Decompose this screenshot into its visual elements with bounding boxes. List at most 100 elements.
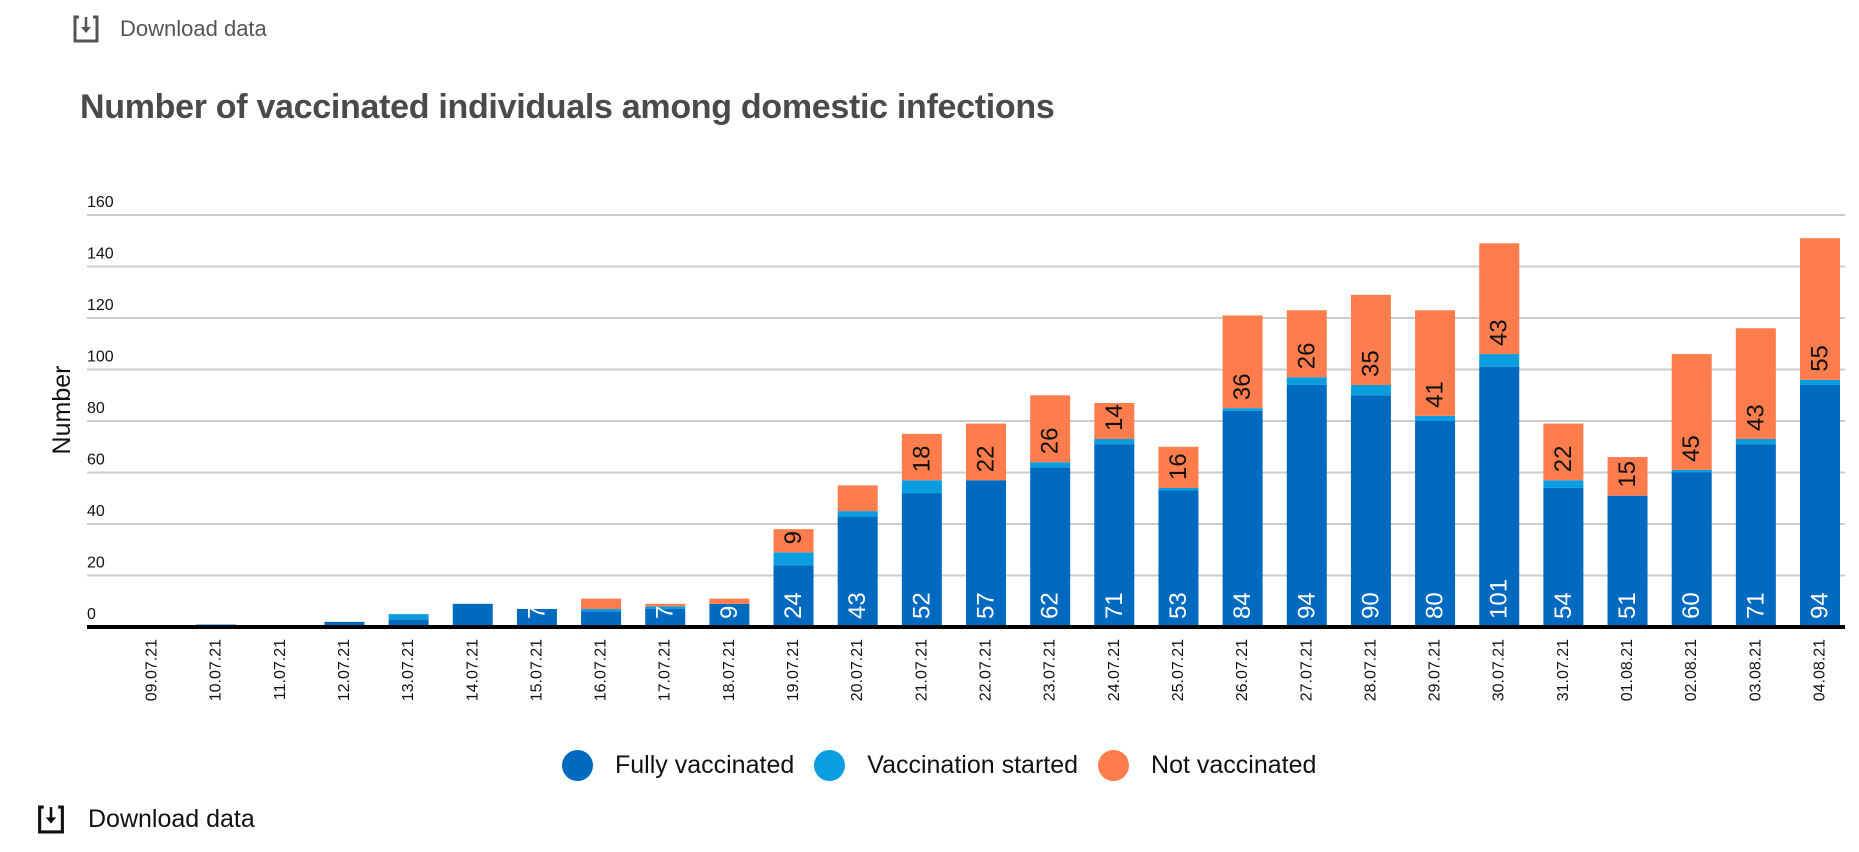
- bar-not-29.07.21[interactable]: [1415, 310, 1456, 416]
- bar-not-31.07.21[interactable]: [1543, 423, 1584, 481]
- bar-started-28.07.21[interactable]: [1350, 384, 1391, 396]
- bar-fully-04.08.21[interactable]: [1800, 384, 1840, 627]
- bar-value-label: 94: [1807, 592, 1834, 619]
- bar-started-23.07.21[interactable]: [1030, 462, 1071, 468]
- bar-not-02.08.21[interactable]: [1671, 354, 1712, 470]
- bar-value-label: 43: [1486, 319, 1513, 346]
- bar-fully-17.07.21[interactable]: [645, 608, 686, 627]
- bar-started-02.08.21[interactable]: [1671, 469, 1712, 473]
- bar-fully-22.07.21[interactable]: [966, 480, 1006, 627]
- bar-started-20.07.21[interactable]: [837, 511, 878, 517]
- bar-not-01.08.21[interactable]: [1607, 457, 1648, 496]
- bar-started-24.07.21[interactable]: [1094, 439, 1135, 445]
- bar-fully-29.07.21[interactable]: [1415, 421, 1456, 627]
- bar-fully-27.07.21[interactable]: [1286, 384, 1327, 627]
- bar-started-21.07.21[interactable]: [901, 480, 942, 494]
- bar-started-27.07.21[interactable]: [1286, 377, 1327, 385]
- bar-not-21.07.21[interactable]: [901, 433, 942, 481]
- bar-fully-02.08.21[interactable]: [1671, 472, 1712, 628]
- bar-started-16.07.21[interactable]: [581, 608, 622, 612]
- y-tick-label: 160: [87, 194, 114, 211]
- bar-fully-15.07.21[interactable]: [516, 608, 557, 627]
- bar-started-13.07.21[interactable]: [388, 614, 429, 620]
- bar-not-17.07.21[interactable]: [645, 603, 686, 607]
- bar-fully-12.07.21[interactable]: [324, 621, 365, 627]
- bar-value-label: 71: [1742, 592, 1769, 619]
- bar-fully-14.07.21[interactable]: [452, 603, 493, 627]
- bar-fully-23.07.21[interactable]: [1030, 467, 1071, 627]
- bar-value-label: 9: [716, 606, 743, 619]
- bar-not-30.07.21[interactable]: [1479, 243, 1520, 355]
- bar-fully-19.07.21[interactable]: [773, 565, 814, 627]
- y-tick-label: 80: [87, 400, 105, 417]
- bar-not-16.07.21[interactable]: [581, 598, 622, 609]
- bar-fully-01.08.21[interactable]: [1607, 495, 1648, 627]
- bar-value-label: 7: [523, 606, 550, 619]
- bar-started-26.07.21[interactable]: [1222, 408, 1263, 411]
- bar-fully-28.07.21[interactable]: [1350, 395, 1391, 627]
- x-axis-ticks: 09.07.21 10.07.21 11.07.21 12.07.21 13.07.21…: [144, 639, 1829, 701]
- x-tick-label: 12.07.21: [336, 639, 353, 701]
- legend: Fully vaccinated Vaccination started Not…: [562, 750, 1336, 781]
- legend-label: Vaccination started: [867, 751, 1079, 779]
- bar-value-label: 52: [908, 592, 935, 619]
- y-tick-label: 40: [87, 503, 105, 520]
- download-data-top-button[interactable]: Download data: [72, 14, 267, 44]
- bar-fully-26.07.21[interactable]: [1222, 410, 1263, 627]
- bar-started-17.07.21[interactable]: [645, 606, 686, 609]
- bar-not-25.07.21[interactable]: [1158, 446, 1199, 488]
- bar-value-label: 60: [1678, 592, 1705, 619]
- x-tick-label: 16.07.21: [593, 639, 610, 701]
- x-tick-label: 03.08.21: [1747, 639, 1764, 701]
- bar-started-31.07.21[interactable]: [1543, 480, 1584, 488]
- bar-fully-21.07.21[interactable]: [901, 493, 942, 627]
- bar-started-29.07.21[interactable]: [1415, 415, 1456, 421]
- legend-label: Fully vaccinated: [615, 751, 795, 779]
- bar-fully-13.07.21[interactable]: [388, 619, 429, 627]
- bar-value-label: 15: [1614, 461, 1641, 488]
- bar-fully-20.07.21[interactable]: [837, 516, 878, 627]
- bar-fully-16.07.21[interactable]: [581, 611, 622, 627]
- x-tick-label: 11.07.21: [272, 639, 289, 700]
- bar-value-label: 90: [1357, 592, 1384, 619]
- bar-not-18.07.21[interactable]: [709, 598, 750, 604]
- bar-not-22.07.21[interactable]: [966, 423, 1006, 481]
- bar-started-25.07.21[interactable]: [1158, 487, 1199, 491]
- bar-value-label: 94: [1293, 592, 1320, 619]
- bar-value-label: 53: [1165, 592, 1192, 619]
- bar-not-24.07.21[interactable]: [1094, 402, 1135, 440]
- bar-started-19.07.21[interactable]: [773, 552, 814, 566]
- y-tick-label: 100: [87, 349, 114, 366]
- legend-item-vaccination-started[interactable]: Vaccination started: [814, 750, 1078, 781]
- bar-not-28.07.21[interactable]: [1350, 294, 1391, 385]
- x-tick-label: 24.07.21: [1106, 639, 1123, 701]
- bar-fully-24.07.21[interactable]: [1094, 444, 1135, 627]
- bar-not-19.07.21[interactable]: [773, 529, 814, 553]
- bar-started-03.08.21[interactable]: [1735, 439, 1776, 445]
- y-tick-label: 60: [87, 452, 105, 469]
- bar-not-23.07.21[interactable]: [1030, 395, 1071, 463]
- gridlines: [87, 214, 1845, 577]
- download-data-bottom-button[interactable]: Download data: [36, 804, 255, 835]
- bar-started-30.07.21[interactable]: [1479, 354, 1520, 367]
- legend-item-not-vaccinated[interactable]: Not vaccinated: [1098, 750, 1316, 781]
- bar-value-label: 35: [1357, 350, 1384, 377]
- x-tick-label: 20.07.21: [849, 639, 866, 701]
- bar-fully-18.07.21[interactable]: [709, 603, 750, 627]
- bar-fully-25.07.21[interactable]: [1158, 490, 1199, 627]
- bar-fully-03.08.21[interactable]: [1735, 444, 1776, 627]
- bar-fully-30.07.21[interactable]: [1479, 366, 1520, 627]
- bar-not-04.08.21[interactable]: [1800, 238, 1840, 380]
- y-tick-label: 0: [87, 606, 96, 623]
- bar-not-27.07.21[interactable]: [1286, 310, 1327, 378]
- bar-not-03.08.21[interactable]: [1735, 328, 1776, 440]
- legend-dot-vaccination-started: [814, 750, 846, 781]
- legend-item-fully-vaccinated[interactable]: Fully vaccinated: [562, 750, 794, 781]
- bar-fully-31.07.21[interactable]: [1543, 487, 1584, 627]
- bar-value-label: 45: [1678, 435, 1705, 462]
- x-tick-label: 21.07.21: [913, 639, 930, 701]
- bar-started-04.08.21[interactable]: [1800, 379, 1840, 385]
- bar-value-label: 51: [1614, 592, 1641, 619]
- bar-not-20.07.21[interactable]: [837, 485, 878, 512]
- bar-not-26.07.21[interactable]: [1222, 315, 1263, 409]
